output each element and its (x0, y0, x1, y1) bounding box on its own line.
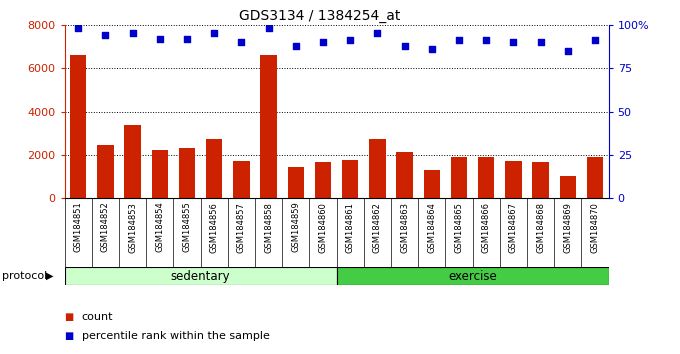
Point (535, 39, 546, 45)
Text: ■: ■ (65, 312, 74, 322)
Text: GSM184866: GSM184866 (481, 202, 491, 253)
Point (100, 32, 111, 38)
Bar (424, 170, 440, 198)
Point (154, 36, 165, 41)
Bar (179, 148, 195, 198)
Point (209, 30, 220, 36)
Text: GSM184870: GSM184870 (590, 202, 600, 252)
Bar (65, 267, 337, 285)
Point (426, 46, 437, 52)
Text: ■: ■ (65, 331, 74, 341)
Point (399, 43, 410, 48)
Bar (369, 139, 386, 198)
Bar (233, 161, 250, 198)
Point (318, 39, 328, 45)
Bar (505, 161, 522, 198)
Text: GSM184855: GSM184855 (182, 202, 192, 252)
Point (236, 39, 247, 45)
Point (454, 38, 464, 43)
Text: GSM184869: GSM184869 (563, 202, 573, 252)
Text: GSM184854: GSM184854 (155, 202, 165, 252)
Text: GSM184851: GSM184851 (73, 202, 83, 252)
Point (590, 38, 600, 43)
Bar (70, 55, 86, 198)
Text: count: count (82, 312, 113, 322)
Text: GSM184865: GSM184865 (454, 202, 464, 252)
Point (481, 38, 492, 43)
Text: GSM184857: GSM184857 (237, 202, 246, 252)
Text: GSM184858: GSM184858 (264, 202, 273, 252)
Text: GSM184864: GSM184864 (427, 202, 437, 252)
Point (127, 30, 138, 36)
Text: GSM184853: GSM184853 (128, 202, 137, 252)
Text: protocol: protocol (2, 271, 48, 281)
Bar (206, 139, 222, 198)
Bar (97, 145, 114, 198)
Text: GSM184868: GSM184868 (536, 202, 545, 253)
Text: GSM184852: GSM184852 (101, 202, 110, 252)
Bar (532, 162, 549, 198)
Text: GSM184862: GSM184862 (373, 202, 382, 252)
Point (290, 43, 301, 48)
Text: GSM184861: GSM184861 (345, 202, 355, 252)
Text: sedentary: sedentary (171, 270, 231, 282)
Bar (260, 55, 277, 198)
Bar (396, 152, 413, 198)
Text: GSM184856: GSM184856 (209, 202, 219, 252)
Text: GSM184860: GSM184860 (318, 202, 328, 252)
Point (508, 39, 519, 45)
Text: percentile rank within the sample: percentile rank within the sample (82, 331, 269, 341)
Point (372, 30, 383, 36)
Bar (560, 176, 576, 198)
Bar (315, 162, 331, 198)
Point (562, 48, 573, 53)
Point (263, 25, 274, 31)
Text: exercise: exercise (448, 270, 497, 282)
Bar (337, 267, 609, 285)
Text: GSM184867: GSM184867 (509, 202, 518, 253)
Bar (478, 157, 494, 198)
Bar (587, 157, 603, 198)
Text: ▶: ▶ (46, 271, 54, 281)
Bar (124, 125, 141, 198)
Text: GDS3134 / 1384254_at: GDS3134 / 1384254_at (239, 9, 401, 23)
Bar (342, 160, 358, 198)
Bar (288, 167, 304, 198)
Bar (152, 150, 168, 198)
Bar (451, 158, 467, 198)
Point (345, 38, 356, 43)
Text: GSM184859: GSM184859 (291, 202, 301, 252)
Text: GSM184863: GSM184863 (400, 202, 409, 253)
Point (182, 36, 192, 41)
Point (73, 25, 84, 31)
